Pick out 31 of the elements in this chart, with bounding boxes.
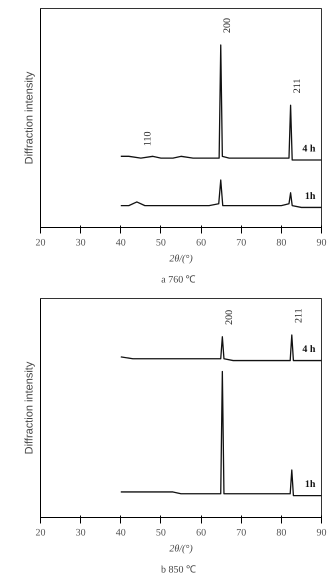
series-label: 4 h bbox=[302, 344, 316, 356]
x-tick-label: 20 bbox=[36, 238, 46, 248]
x-tick-label: 60 bbox=[196, 528, 206, 538]
x-tick-label: 70 bbox=[236, 528, 246, 538]
series-label: 1h bbox=[304, 190, 316, 202]
x-tick-label: 50 bbox=[156, 238, 166, 248]
annotation: 200 bbox=[224, 310, 235, 325]
x-tick-label: 40 bbox=[116, 528, 126, 538]
annotation: 211 bbox=[292, 78, 304, 94]
x-tick-label: 20 bbox=[36, 528, 46, 538]
x-tick-label: 80 bbox=[276, 528, 286, 538]
x-tick-label: 90 bbox=[316, 528, 326, 538]
x-tick-label: 30 bbox=[76, 238, 86, 248]
series-label: 4 h bbox=[302, 144, 316, 154]
x-tick-label: 90 bbox=[316, 238, 326, 248]
y-axis-title: Diffraction intensity bbox=[24, 71, 36, 164]
x-tick-label: 40 bbox=[116, 238, 126, 248]
text: b 850 ℃ bbox=[161, 564, 196, 576]
series-label: 1h bbox=[304, 479, 316, 490]
x-tick-label: 70 bbox=[236, 238, 246, 248]
annotation: 211 bbox=[293, 308, 304, 323]
x-tick-label: 50 bbox=[156, 528, 166, 538]
x-tick-label: 30 bbox=[76, 528, 86, 538]
annotation: 110 bbox=[142, 132, 154, 146]
y-axis-title: Diffraction intensity bbox=[24, 361, 36, 454]
x-axis-title: 2θ/(°) bbox=[169, 254, 194, 264]
x-tick-label: 60 bbox=[196, 238, 206, 248]
x-tick-label: 80 bbox=[276, 238, 286, 248]
x-axis-title: 2θ/(°) bbox=[169, 544, 194, 554]
text: a 760 ℃ bbox=[161, 274, 196, 286]
annotation: 200 bbox=[222, 18, 234, 33]
